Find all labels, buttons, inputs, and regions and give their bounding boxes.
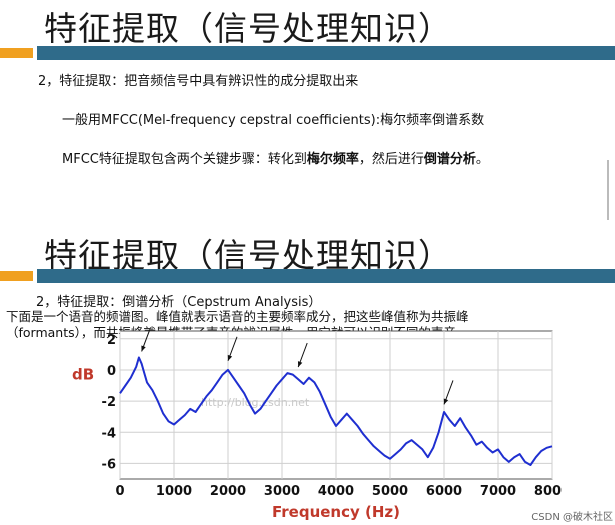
y-tick-label: -2 — [102, 395, 116, 410]
y-tick-label: 0 — [107, 364, 116, 379]
x-tick-label: 3000 — [264, 484, 300, 499]
watermark-text: http://blog.csdn.net — [201, 396, 310, 409]
slide-1-line-1: 2，特征提取：把音频信号中具有辨识性的成分提取出来 — [38, 74, 359, 89]
x-tick-label: 5000 — [372, 484, 408, 499]
y-axis-label: dB — [72, 365, 94, 383]
axis-labels: Frequency (Hz) dB — [72, 365, 400, 521]
slide-2: 特征提取（信号处理知识） 2，特征提取：倒谱分析（Cepstrum Analys… — [0, 225, 615, 525]
spectrum-chart: http://blog.csdn.net 0 1000 2000 3000 4000 50… — [62, 321, 571, 521]
peak-arrow-head — [141, 345, 146, 352]
line-3-suffix: 。 — [475, 152, 489, 167]
annotations — [141, 327, 454, 405]
series-layer — [119, 356, 553, 466]
spectrum-series-line — [119, 356, 553, 466]
slide-2-line-2: 下面是一个语音的频谱图。峰值就表示语音的主要频率成分，把这些峰值称为共振峰 — [6, 309, 469, 324]
x-tick-label: 6000 — [426, 484, 462, 499]
cepstrum-term: 倒谱分析 — [423, 152, 476, 167]
title-underline-bar — [37, 46, 615, 60]
x-axis-label: Frequency (Hz) — [272, 503, 400, 521]
mel-frequency-term: 梅尔频率 — [306, 152, 359, 167]
watermark: http://blog.csdn.net — [201, 396, 310, 409]
slide-1-line-2: 一般用MFCC(Mel-frequency cepstral coefficie… — [62, 113, 485, 128]
line-3-prefix: MFCC特征提取包含两个关键步骤：转化到 — [62, 152, 307, 167]
x-tick-label: 8000 — [534, 484, 562, 499]
spectrum-chart-svg: http://blog.csdn.net 0 1000 2000 3000 4000 50… — [72, 327, 571, 521]
ticks: 0 1000 2000 3000 4000 5000 6000 7000 8000 2 0 -2 -4 -… — [102, 333, 571, 499]
title-accent-bar — [0, 271, 33, 281]
slide-2-title: 特征提取（信号处理知识） — [44, 236, 452, 275]
line-3-mid: ，然后进行 — [358, 152, 424, 167]
title-underline-bar — [37, 269, 615, 283]
slide-1-title: 特征提取（信号处理知识） — [44, 9, 452, 48]
x-tick-label: 7000 — [480, 484, 516, 499]
peak-arrow-head — [297, 361, 303, 368]
peak-arrow-head — [227, 354, 233, 361]
grid — [119, 330, 553, 480]
peak-arrow-head — [443, 398, 449, 405]
x-tick-label: 1000 — [156, 484, 192, 499]
x-tick-label: 0 — [115, 484, 124, 499]
y-tick-label: -4 — [102, 426, 116, 441]
title-accent-bar — [0, 48, 33, 58]
slide-1: 特征提取（信号处理知识） 2，特征提取：把音频信号中具有辨识性的成分提取出来 一… — [0, 0, 615, 225]
slide-2-line-1: 2，特征提取：倒谱分析（Cepstrum Analysis） — [36, 295, 322, 310]
divider-line — [607, 160, 609, 220]
y-tick-label: -6 — [102, 457, 116, 472]
x-tick-label: 4000 — [318, 484, 354, 499]
source-caption: CSDN @破木社区 — [531, 512, 613, 523]
x-tick-label: 2000 — [210, 484, 246, 499]
slide-1-line-3: MFCC特征提取包含两个关键步骤：转化到梅尔频率，然后进行倒谱分析。 — [62, 148, 489, 167]
y-tick-label: 2 — [107, 333, 116, 348]
